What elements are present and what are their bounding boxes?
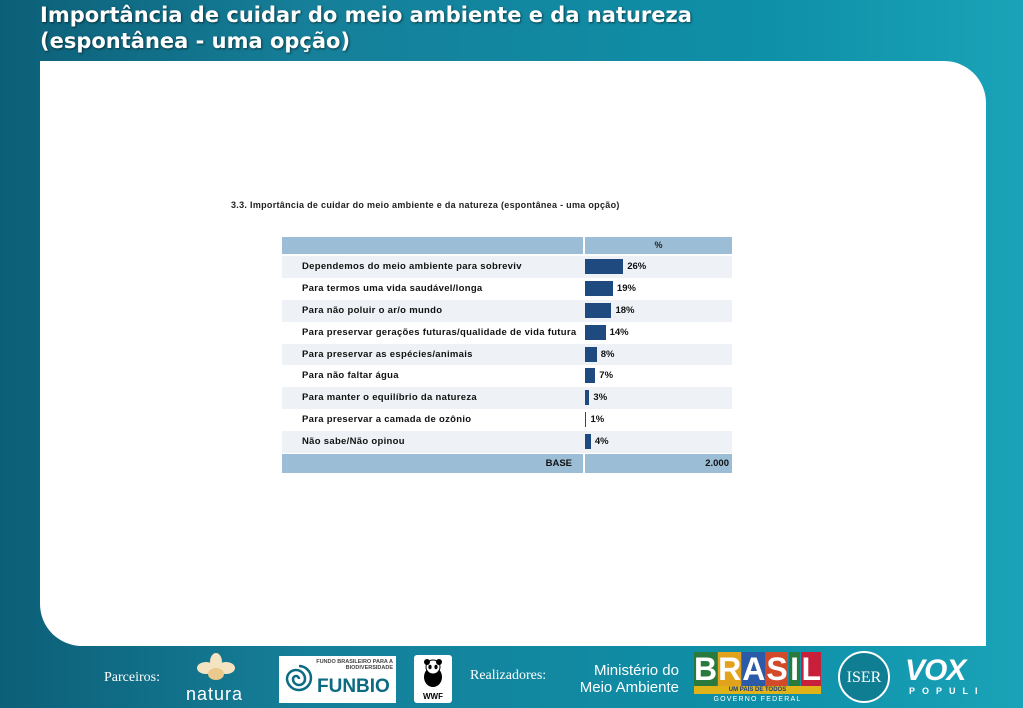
- natura-flower-icon: [197, 653, 235, 680]
- bar-value-label: 3%: [593, 392, 608, 404]
- wwf-text: WWF: [423, 692, 443, 701]
- partners-label: Parceiros:: [104, 670, 160, 685]
- natura-logo-text: natura: [186, 684, 244, 704]
- vox-text: VOX: [905, 654, 966, 687]
- funbio-spiral-icon: [285, 664, 313, 692]
- iser-logo: ISER: [838, 651, 890, 703]
- slide-title-line1: Importância de cuidar do meio ambiente e…: [40, 3, 692, 27]
- bar-value-label: 4%: [594, 436, 609, 448]
- bar: [585, 346, 597, 362]
- bar-value-label: 8%: [600, 348, 615, 360]
- iser-text: ISER: [846, 669, 882, 686]
- bar-value-label: 19%: [616, 282, 636, 294]
- table-title: 3.3. Importância de cuidar do meio ambie…: [231, 200, 620, 210]
- panda-icon: [424, 659, 442, 687]
- row-label: Para preservar a camada de ozônio: [302, 414, 472, 426]
- bar: [585, 412, 587, 428]
- bar: [585, 259, 624, 274]
- bar-value-label: 1%: [590, 414, 605, 426]
- brasil-letter: R: [718, 651, 742, 687]
- slide-title-line2: (espontânea - uma opção): [40, 29, 351, 53]
- wwf-logo: WWF: [414, 655, 452, 703]
- base-row: BASE 2.000: [282, 454, 732, 474]
- table-row: Para não poluir o ar/o mundo 18%: [282, 299, 732, 322]
- ministerio-line1: Ministério do: [593, 662, 679, 679]
- bar: [585, 390, 590, 406]
- row-label: Para preservar gerações futuras/qualidad…: [302, 326, 577, 338]
- brasil-gov: GOVERNO FEDERAL: [713, 696, 802, 703]
- bar-value-label: 26%: [627, 261, 647, 272]
- row-label: Dependemos do meio ambiente para sobrevi…: [302, 261, 522, 272]
- table-row: Não sabe/Não opinou 4%: [282, 431, 732, 454]
- funbio-logo: FUNDO BRASILEIRO PARA A BIODIVERSIDADE F…: [279, 656, 396, 703]
- row-label: Para termos uma vida saudável/longa: [302, 282, 483, 294]
- bar: [585, 434, 591, 450]
- table-row: Para preservar gerações futuras/qualidad…: [282, 322, 732, 344]
- brasil-letter: L: [801, 651, 821, 687]
- table-row: Para manter o equilíbrio da natureza 3%: [282, 387, 732, 410]
- table-row: Para preservar a camada de ozônio 1%: [282, 409, 732, 431]
- bar: [585, 280, 613, 296]
- funbio-name: FUNBIO: [317, 676, 390, 697]
- brasil-letter: S: [766, 651, 788, 687]
- table-header: %: [282, 237, 732, 256]
- vox-populi-logo: VOX POPULI: [905, 656, 991, 702]
- base-value: 2.000: [705, 458, 729, 470]
- ministerio-line2: Meio Ambiente: [579, 679, 679, 696]
- funbio-subtitle: FUNDO BRASILEIRO PARA A BIODIVERSIDADE: [316, 659, 393, 671]
- table-row: Dependemos do meio ambiente para sobrevi…: [282, 256, 732, 278]
- row-label: Para preservar as espécies/animais: [302, 348, 473, 360]
- bar-value-label: 7%: [599, 370, 614, 382]
- populi-text: POPULI: [909, 686, 985, 696]
- slide-title: Importância de cuidar do meio ambiente e…: [40, 2, 692, 54]
- organizers-label: Realizadores:: [470, 668, 547, 683]
- table-row: Para não faltar água 7%: [282, 365, 732, 387]
- results-table: % Dependemos do meio ambiente para sobre…: [282, 237, 732, 474]
- table-row: Para preservar as espécies/animais 8%: [282, 343, 732, 366]
- table-rows: Dependemos do meio ambiente para sobrevi…: [282, 256, 732, 454]
- brasil-slogan: UM PAÍS DE TODOS: [694, 686, 821, 694]
- row-label: Não sabe/Não opinou: [302, 436, 405, 448]
- base-label: BASE: [545, 458, 572, 470]
- bar: [585, 324, 606, 340]
- percent-column-header: %: [654, 240, 663, 250]
- bar: [585, 302, 612, 318]
- bar-value-label: 18%: [615, 304, 635, 316]
- row-label: Para não faltar água: [302, 370, 399, 382]
- bar-value-label: 14%: [609, 326, 629, 338]
- header-separator: [583, 237, 585, 254]
- ministerio-logo: Ministério do Meio Ambiente: [578, 662, 679, 696]
- content-panel: 3.3. Importância de cuidar do meio ambie…: [40, 61, 986, 646]
- row-label: Para manter o equilíbrio da natureza: [302, 392, 477, 404]
- brasil-letter: I: [788, 651, 801, 687]
- bar: [585, 368, 596, 384]
- base-separator: [583, 454, 585, 474]
- brasil-letter: A: [742, 651, 766, 687]
- table-row: Para termos uma vida saudável/longa 19%: [282, 278, 732, 300]
- brasil-letter: B: [694, 651, 718, 687]
- row-label: Para não poluir o ar/o mundo: [302, 304, 443, 316]
